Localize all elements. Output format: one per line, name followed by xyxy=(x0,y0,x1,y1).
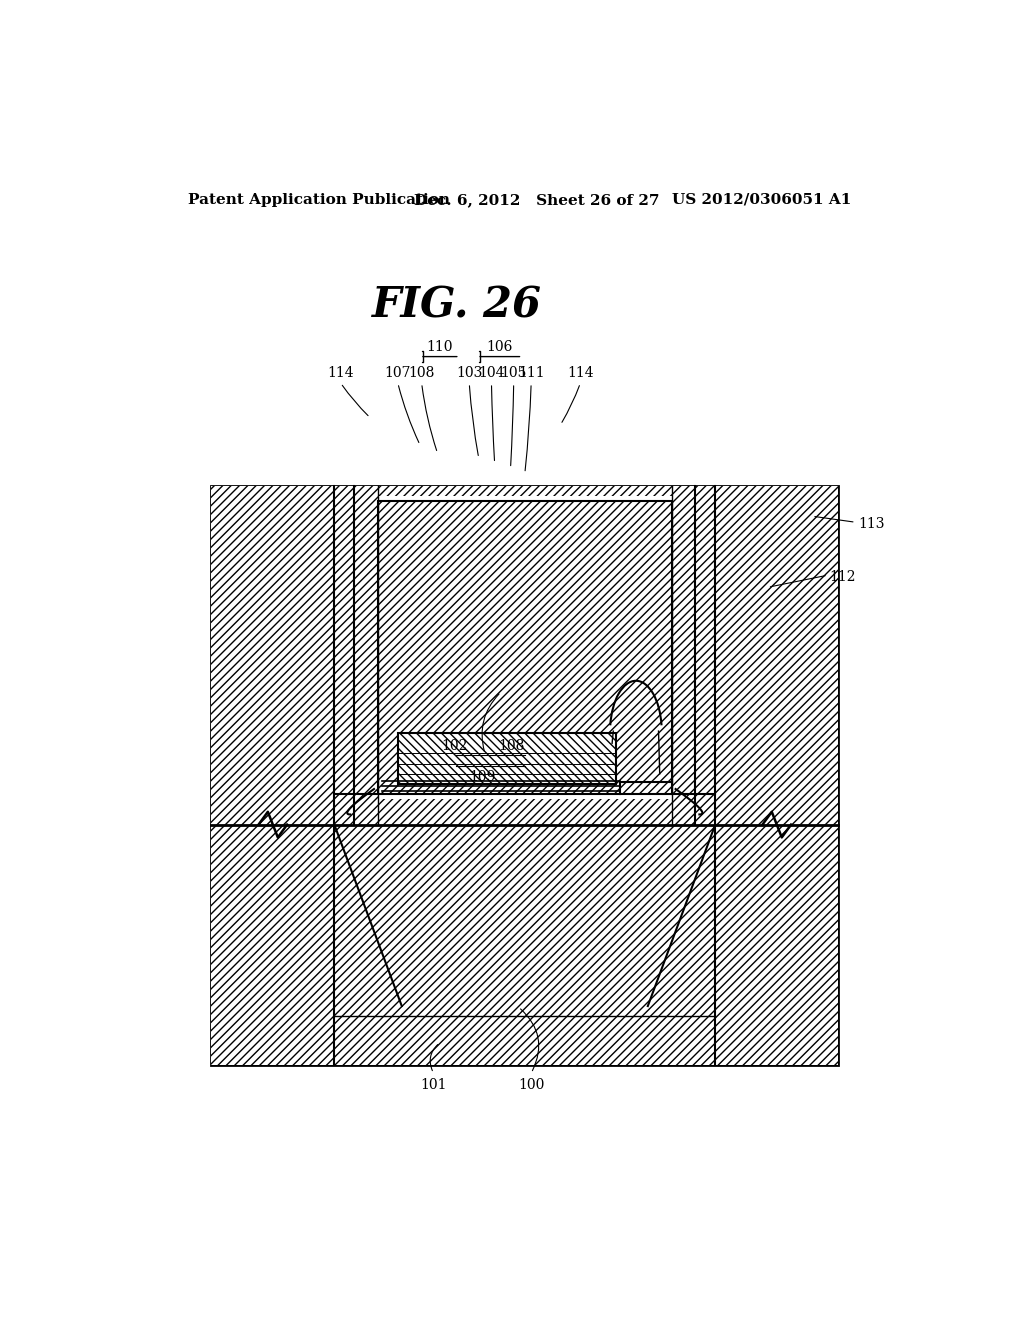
Text: Patent Application Publication: Patent Application Publication xyxy=(187,193,450,207)
Text: 104: 104 xyxy=(478,366,505,380)
Bar xyxy=(398,733,616,784)
Text: 114: 114 xyxy=(567,366,594,380)
Bar xyxy=(334,1016,715,1065)
Text: US 2012/0306051 A1: US 2012/0306051 A1 xyxy=(672,193,851,207)
Text: 109: 109 xyxy=(470,771,496,784)
Text: 100: 100 xyxy=(518,1078,545,1092)
Bar xyxy=(354,496,695,799)
Text: 102: 102 xyxy=(441,739,468,752)
Text: 114: 114 xyxy=(328,366,354,380)
Text: 111: 111 xyxy=(518,366,545,380)
Text: 101: 101 xyxy=(420,1078,446,1092)
Text: 112: 112 xyxy=(829,570,856,585)
Bar xyxy=(334,486,715,825)
Bar xyxy=(334,825,715,1016)
Text: 113: 113 xyxy=(858,517,885,532)
Text: 106: 106 xyxy=(486,339,513,354)
Text: Dec. 6, 2012   Sheet 26 of 27: Dec. 6, 2012 Sheet 26 of 27 xyxy=(414,193,659,207)
Bar xyxy=(672,486,695,825)
Text: 108: 108 xyxy=(409,366,435,380)
Bar xyxy=(354,486,378,825)
Text: 103: 103 xyxy=(456,366,482,380)
Text: 108: 108 xyxy=(499,739,525,752)
Text: 110: 110 xyxy=(427,339,454,354)
Text: 107: 107 xyxy=(385,366,411,380)
Bar xyxy=(211,486,334,1065)
Bar xyxy=(211,486,839,1065)
Text: FIG. 26: FIG. 26 xyxy=(373,285,543,327)
Bar xyxy=(378,500,672,795)
Bar xyxy=(715,486,839,1065)
Text: 105: 105 xyxy=(501,366,527,380)
